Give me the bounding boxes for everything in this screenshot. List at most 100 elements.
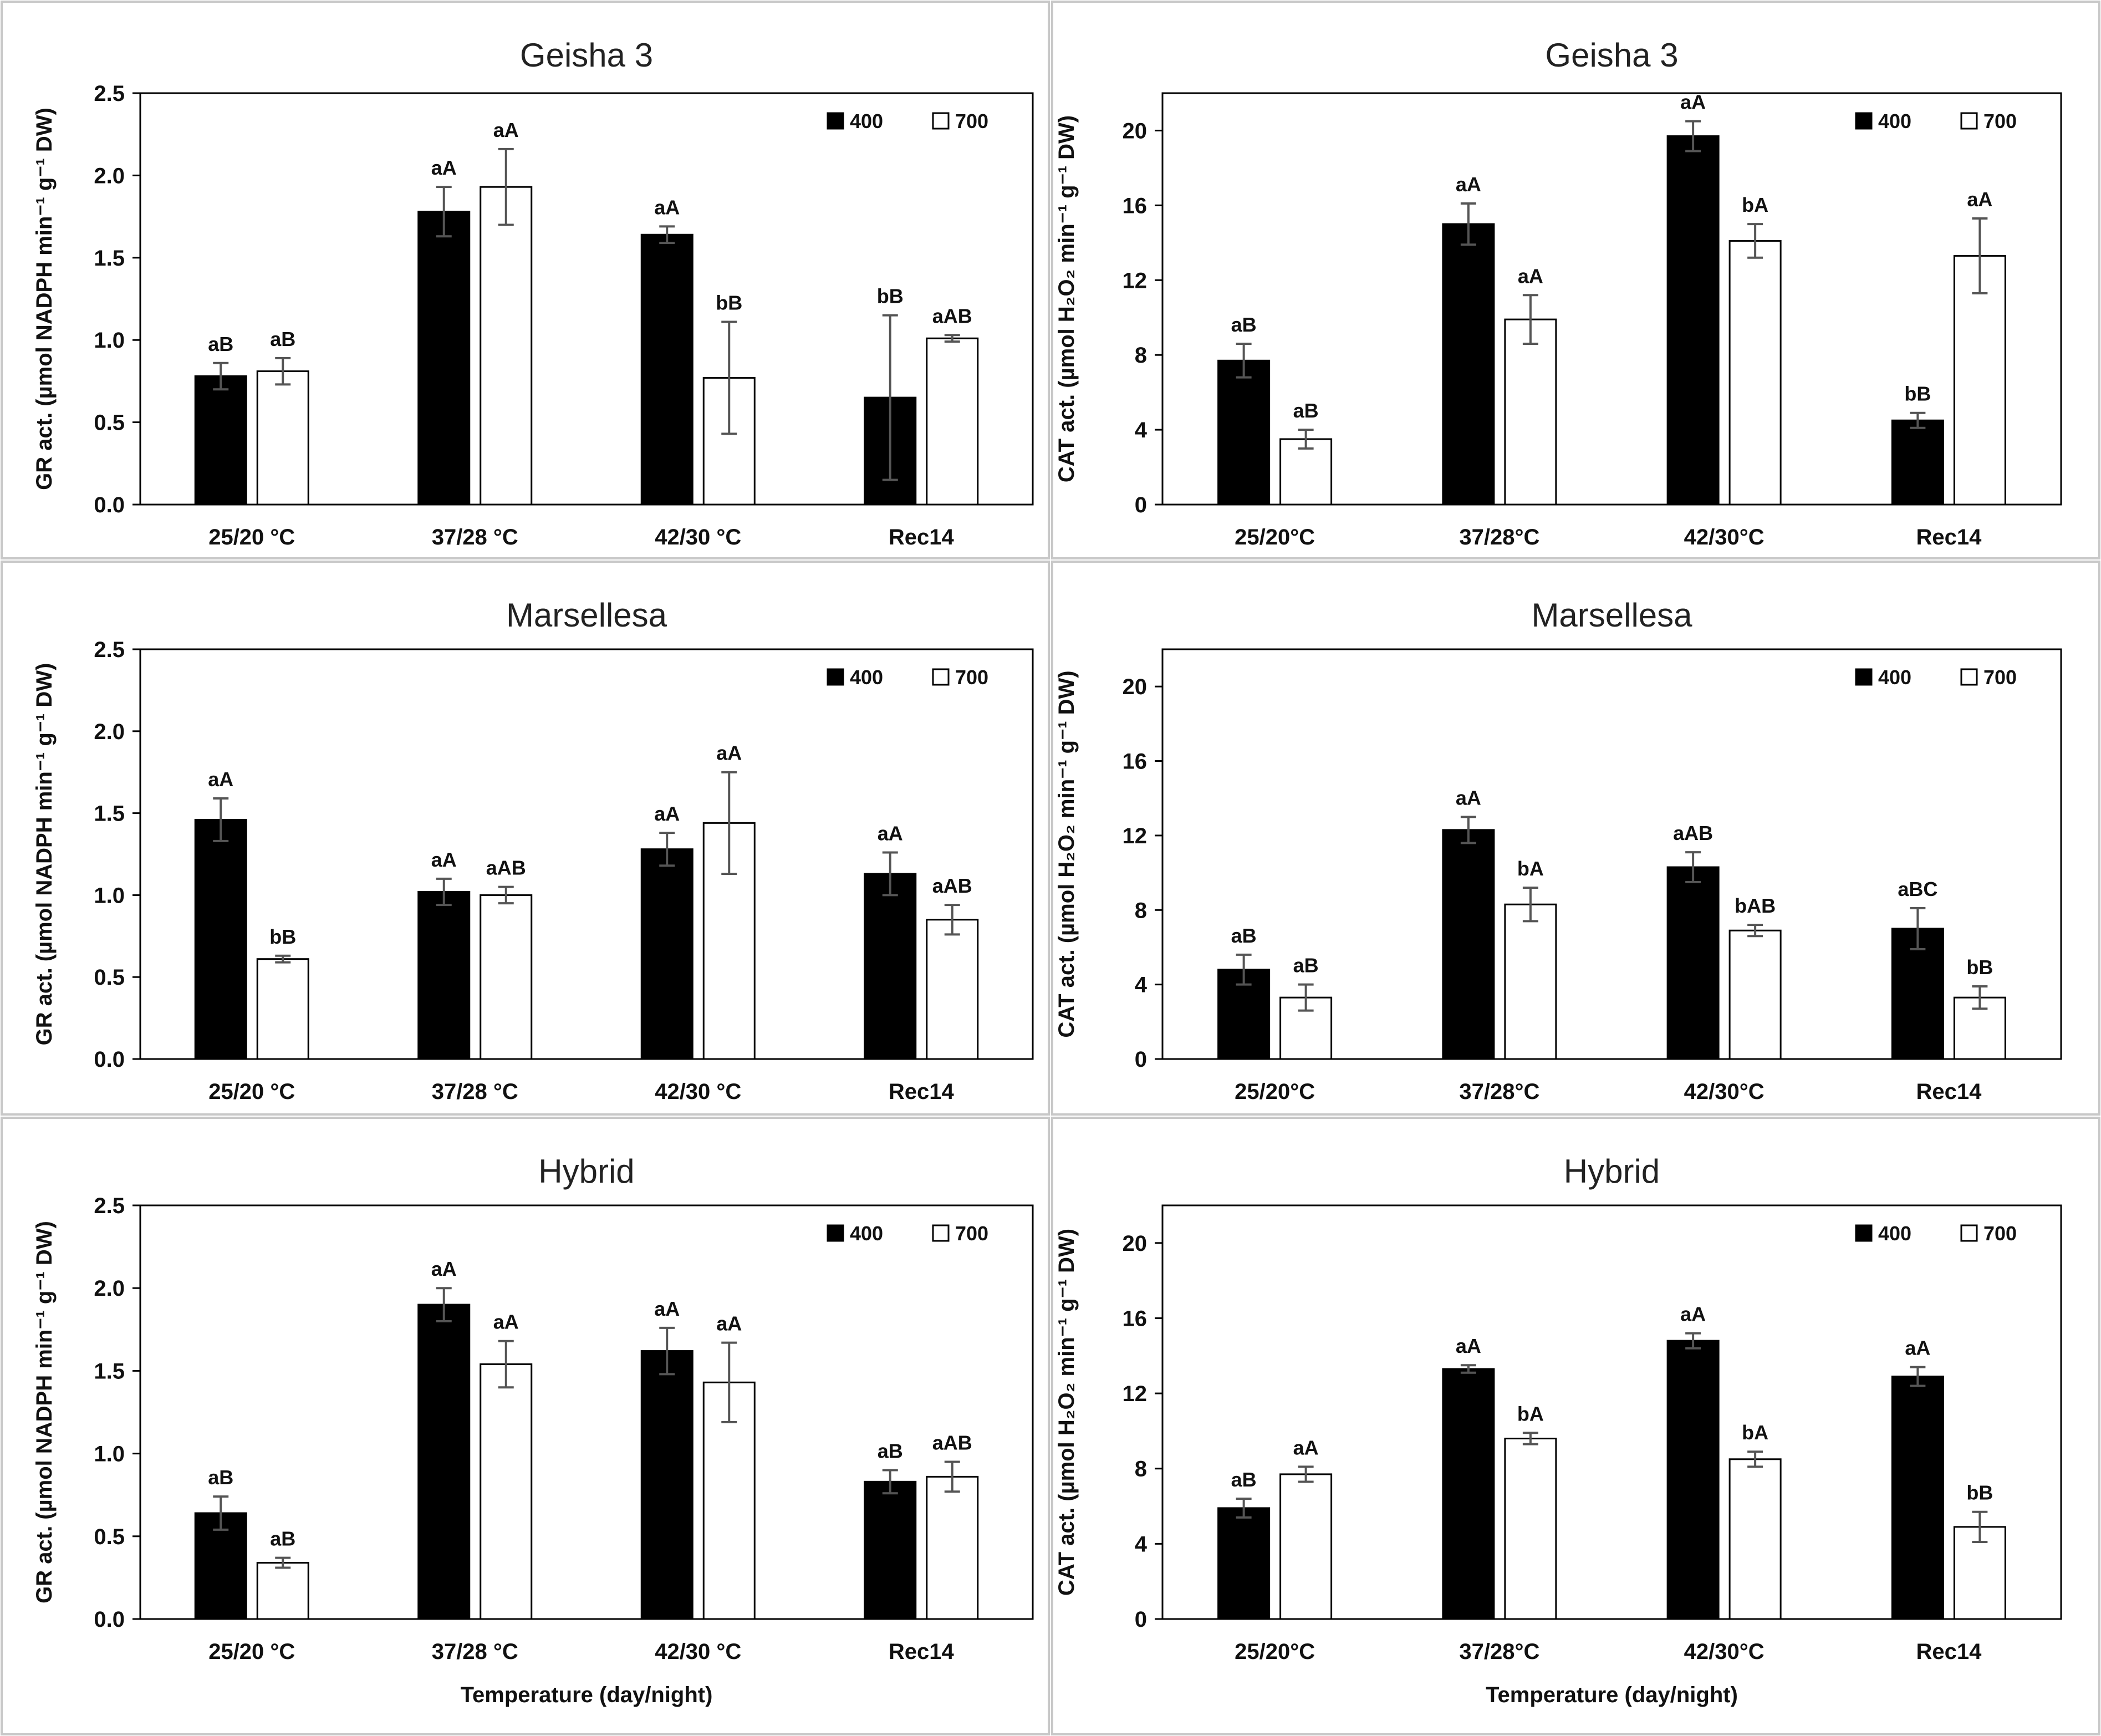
legend-swatch-700: [932, 112, 950, 130]
bar-700-3: [1728, 1458, 1782, 1620]
y-tick-label: 8: [1135, 343, 1147, 368]
significance-label: bA: [1742, 194, 1768, 216]
y-tick-label: 0.0: [94, 1607, 125, 1632]
y-tick-label: 0: [1135, 1607, 1147, 1632]
bar-400-3: [640, 233, 693, 506]
panel-border: [1051, 1, 2100, 559]
y-tick-label: 4: [1135, 1532, 1148, 1556]
x-tick-label: 37/28°C: [1459, 525, 1539, 549]
y-tick-label: 16: [1123, 194, 1148, 218]
x-tick-label: 37/28°C: [1459, 1080, 1539, 1104]
significance-label: aB: [208, 1466, 233, 1489]
x-tick-label: 25/20°C: [1235, 1640, 1315, 1664]
x-tick-label: 42/30 °C: [655, 1080, 741, 1104]
y-tick-label: 1.5: [94, 246, 125, 271]
legend-label: 400: [850, 110, 883, 133]
bar-700-4: [1953, 996, 2006, 1060]
significance-label: aA: [654, 802, 680, 825]
y-tick-label: 2.0: [94, 720, 125, 744]
significance-label: bB: [1904, 383, 1931, 405]
bar-400-2: [417, 890, 471, 1060]
bar-400-4: [864, 873, 917, 1060]
legend-label: 400: [850, 666, 883, 689]
chart-title: Marsellesa: [1531, 597, 1692, 634]
y-tick-label: 1.5: [94, 802, 125, 826]
bar-700-2: [480, 894, 533, 1060]
legend-swatch-700: [1960, 1224, 1978, 1242]
x-tick-label: 42/30°C: [1684, 1640, 1765, 1664]
y-tick-label: 20: [1123, 675, 1148, 699]
y-tick-label: 4: [1135, 973, 1148, 997]
x-tick-label: 25/20°C: [1235, 1080, 1315, 1104]
y-tick-label: 0: [1135, 1047, 1147, 1072]
significance-label: aB: [270, 1528, 295, 1550]
significance-label: aA: [1518, 264, 1543, 287]
x-tick-label: 25/20 °C: [208, 525, 295, 549]
significance-label: aA: [1680, 91, 1706, 114]
plot-area: [139, 648, 1034, 1060]
y-tick-label: 16: [1123, 750, 1148, 774]
bar-400-2: [1442, 829, 1495, 1060]
bar-700-4: [1953, 254, 2006, 506]
x-axis-title: Temperature (day/night): [1486, 1683, 1738, 1707]
significance-label: aA: [654, 1297, 680, 1320]
significance-label: aBC: [1898, 878, 1937, 900]
y-tick-label: 0.0: [94, 493, 125, 517]
bar-700-2: [1504, 318, 1557, 506]
significance-label: aA: [1456, 1335, 1481, 1357]
bar-400-3: [1666, 135, 1720, 506]
legend-swatch-400: [827, 668, 844, 686]
x-tick-label: 25/20 °C: [208, 1080, 295, 1104]
bar-400-4: [1891, 928, 1944, 1060]
x-tick-label: 42/30°C: [1684, 1080, 1765, 1104]
y-tick-label: 12: [1123, 1382, 1148, 1406]
legend-swatch-700: [1960, 668, 1978, 686]
bar-400-3: [1666, 866, 1720, 1060]
y-tick-label: 2.0: [94, 1276, 125, 1301]
x-tick-label: Rec14: [889, 1080, 955, 1104]
x-tick-label: 42/30°C: [1684, 525, 1765, 549]
bar-700-2: [1504, 1437, 1557, 1620]
plot-area: [1161, 1204, 2062, 1620]
bar-400-3: [1666, 1340, 1720, 1620]
x-tick-label: 25/20 °C: [208, 1640, 295, 1664]
legend-label: 400: [1878, 1222, 1911, 1245]
significance-label: aA: [1456, 786, 1481, 809]
y-tick-label: 12: [1123, 824, 1148, 848]
legend-swatch-700: [932, 668, 950, 686]
significance-label: aAB: [932, 1432, 972, 1454]
significance-label: aB: [1293, 399, 1319, 422]
bar-400-3: [640, 1350, 693, 1620]
significance-label: aA: [493, 119, 519, 141]
panel-border: [1051, 1117, 2100, 1735]
significance-label: bB: [269, 925, 296, 948]
bar-700-2: [480, 1363, 533, 1620]
legend-swatch-400: [827, 112, 844, 130]
significance-label: aB: [1231, 1468, 1257, 1491]
significance-label: aA: [1967, 188, 1992, 211]
significance-label: bAB: [1735, 894, 1776, 917]
x-tick-label: Rec14: [1916, 1640, 1982, 1664]
panel-border: [1, 1, 1050, 559]
significance-label: aB: [270, 328, 295, 350]
legend-swatch-400: [827, 1224, 844, 1242]
chart-panel-5: Hybrid 0.0 0.5 1.0 1.5 2.0 2.5 GR act. (µmol NA…: [1, 1117, 1050, 1735]
significance-label: aB: [1231, 313, 1257, 336]
y-tick-label: 8: [1135, 1457, 1147, 1482]
chart-title: Marsellesa: [506, 597, 667, 634]
bar-700-1: [1279, 438, 1333, 506]
y-tick-label: 12: [1123, 268, 1148, 293]
panel-border: [1, 1117, 1050, 1735]
significance-label: aA: [878, 822, 903, 845]
chart-panel-3: Marsellesa 0.0 0.5 1.0 1.5 2.0 2.5 GR act. (µmo…: [1, 561, 1050, 1116]
y-tick-label: 20: [1123, 119, 1148, 143]
x-tick-label: 25/20°C: [1235, 525, 1315, 549]
chart-title: Geisha 3: [520, 37, 653, 74]
x-tick-label: 37/28 °C: [432, 1080, 518, 1104]
legend-label: 700: [1983, 666, 2017, 689]
x-tick-label: Rec14: [1916, 525, 1982, 549]
y-tick-label: 0.5: [94, 1525, 125, 1549]
legend-swatch-400: [1855, 112, 1873, 130]
bar-400-1: [1217, 1507, 1271, 1620]
y-tick-label: 4: [1135, 418, 1148, 442]
